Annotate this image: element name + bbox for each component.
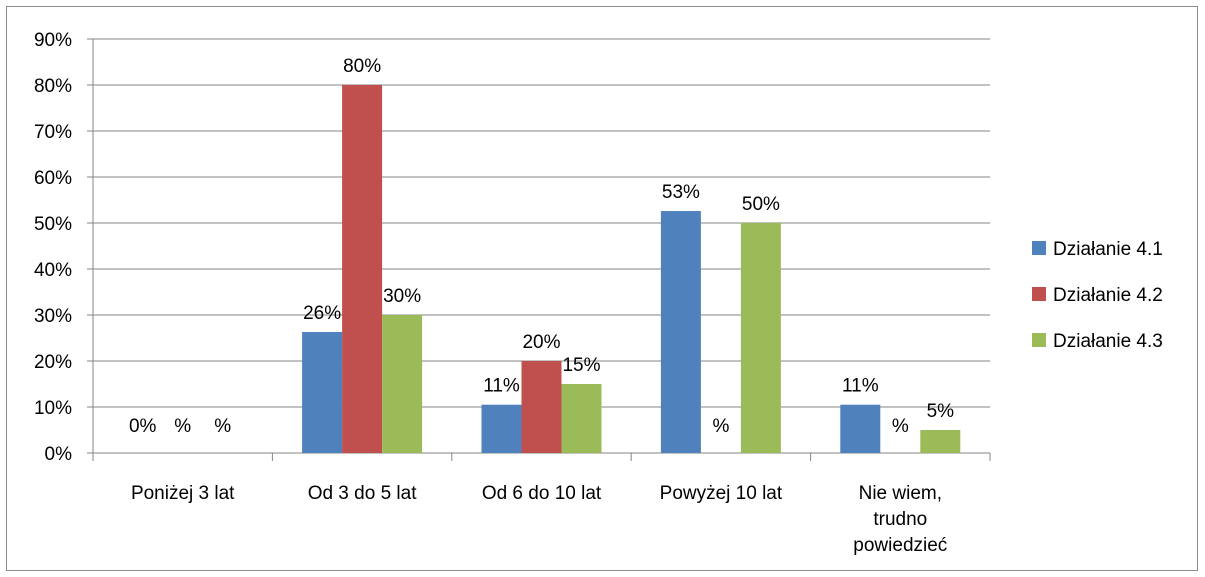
bar bbox=[342, 85, 383, 453]
bar bbox=[740, 223, 781, 453]
chart-frame bbox=[6, 6, 1198, 571]
y-tick-label: 10% bbox=[34, 398, 72, 419]
bar bbox=[920, 430, 961, 453]
legend-label: Działanie 4.3 bbox=[1053, 331, 1163, 352]
y-tick-label: 70% bbox=[34, 122, 72, 143]
data-label: % bbox=[214, 416, 231, 437]
legend-swatch bbox=[1032, 333, 1046, 347]
data-label: 11% bbox=[842, 376, 879, 397]
y-tick-label: 80% bbox=[34, 76, 72, 97]
data-label: 50% bbox=[742, 194, 780, 215]
y-tick-label: 50% bbox=[34, 214, 72, 235]
bar bbox=[521, 361, 562, 453]
x-tick-label: Od 3 do 5 lat bbox=[308, 483, 418, 504]
data-label: 11% bbox=[483, 376, 520, 397]
data-label: 30% bbox=[383, 286, 421, 307]
data-label: 80% bbox=[343, 56, 381, 77]
x-tick-label: Nie wiem, trudno powiedzieć bbox=[853, 483, 947, 556]
bars bbox=[302, 85, 961, 453]
y-tick-label: 60% bbox=[34, 168, 72, 189]
legend-swatch bbox=[1032, 287, 1046, 301]
bar bbox=[840, 404, 881, 453]
y-axis-ticks: 0% 10% 20% 30% 40% 50% 60% 70% 80% 90% bbox=[34, 30, 72, 465]
x-tick-label: Od 6 do 10 lat bbox=[482, 483, 602, 504]
data-label: % bbox=[892, 416, 909, 437]
legend-label: Działanie 4.2 bbox=[1053, 285, 1163, 306]
legend: Działanie 4.1 Działanie 4.2 Działanie 4.3 bbox=[1032, 239, 1163, 352]
bar bbox=[561, 384, 602, 453]
data-label: 15% bbox=[562, 355, 600, 376]
data-label: 53% bbox=[662, 182, 700, 203]
data-label: % bbox=[174, 416, 191, 437]
y-tick-label: 30% bbox=[34, 306, 72, 327]
bar bbox=[481, 404, 522, 453]
x-tick-label: Powyżej 10 lat bbox=[660, 483, 783, 504]
y-tick-label: 20% bbox=[34, 352, 72, 373]
bar bbox=[302, 332, 343, 453]
data-label: 26% bbox=[303, 303, 341, 324]
legend-swatch bbox=[1032, 241, 1046, 255]
data-label: 0% bbox=[129, 416, 157, 437]
data-label: 5% bbox=[927, 401, 955, 422]
data-label: % bbox=[712, 416, 729, 437]
data-label: 20% bbox=[522, 332, 560, 353]
gridlines bbox=[87, 38, 991, 461]
y-tick-label: 0% bbox=[45, 444, 73, 465]
x-axis-ticks: Poniżej 3 lat Od 3 do 5 lat Od 6 do 10 lat… bbox=[131, 483, 947, 556]
bar bbox=[660, 211, 701, 453]
x-tick-label: Poniżej 3 lat bbox=[131, 483, 235, 504]
y-tick-label: 90% bbox=[34, 30, 72, 51]
bar bbox=[382, 315, 423, 453]
legend-label: Działanie 4.1 bbox=[1053, 239, 1163, 260]
data-labels: 0%% % 26% 80% 30% 11% 20%15% 53%% 50% 11%% 5% bbox=[129, 56, 954, 437]
y-tick-label: 40% bbox=[34, 260, 72, 281]
